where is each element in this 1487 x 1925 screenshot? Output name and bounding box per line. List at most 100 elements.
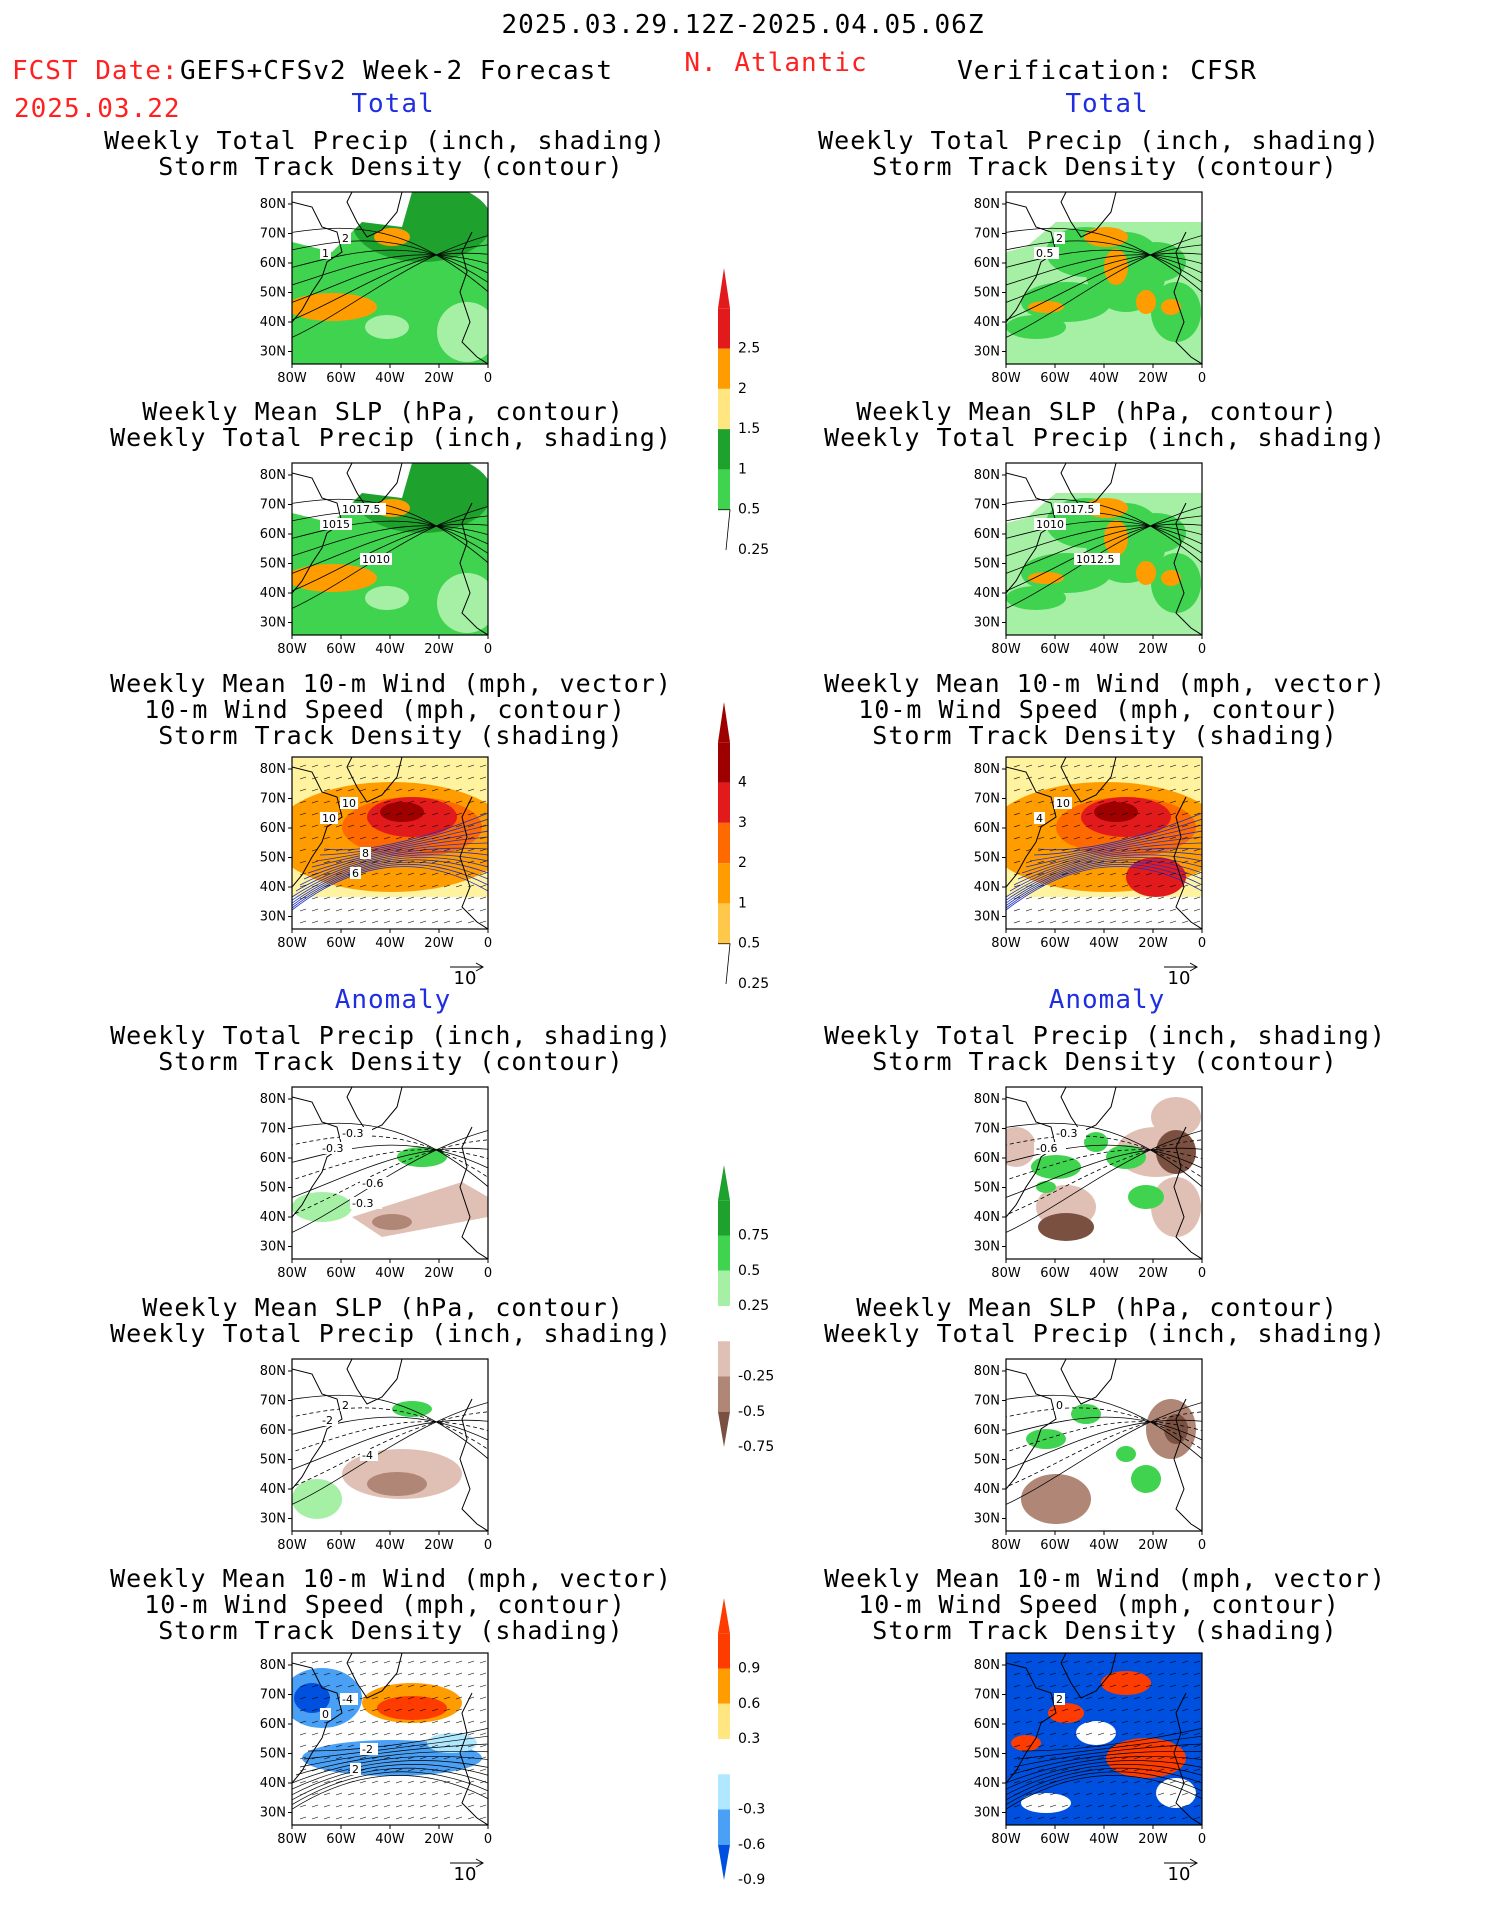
lat-tick-label: 80N (260, 197, 286, 212)
coastline (1006, 1368, 1057, 1490)
lat-tick-label: 60N (260, 821, 286, 836)
contour-line (1006, 1144, 1202, 1169)
contour-line (1006, 1411, 1202, 1488)
contour-line (1006, 249, 1202, 274)
contour-line (1006, 1402, 1202, 1505)
colorbar-swatch (718, 822, 730, 864)
storm-neutral (1076, 1721, 1116, 1745)
title-va-wind-1: Weekly Mean 10-m Wind (mph, vector) (824, 1564, 1386, 1593)
contour-line (1006, 523, 1202, 574)
lon-tick-label: 20W (1138, 371, 1168, 386)
contour-line (292, 244, 488, 321)
title-va-precip-1: Weekly Total Precip (inch, shading) (824, 1021, 1386, 1050)
map-svg: 2 -2 -4 80N 70N 60N 50N 40N 30N 80W 60W 40W 20W 0 (260, 1358, 492, 1553)
storm-3 (1126, 857, 1186, 897)
lon-tick-label: 20W (424, 642, 454, 657)
heavy-precip (292, 564, 377, 592)
colorbar-swatch (718, 1235, 730, 1271)
colorbar-swatch (718, 1703, 730, 1739)
lon-tick-label: 60W (1040, 1266, 1070, 1281)
contour-line (292, 252, 488, 303)
lat-tick-label: 60N (260, 1717, 286, 1732)
contour-label: -4 (362, 1449, 373, 1462)
lon-tick-label: 20W (424, 371, 454, 386)
map-svg: 1017.5 1010 1012.5 80N 70N 60N 50N 40N 30N 80W 60W… (974, 462, 1206, 657)
lat-tick-label: 70N (974, 1394, 1000, 1409)
lat-tick-label: 50N (974, 557, 1000, 572)
lat-tick-label: 60N (974, 821, 1000, 836)
lat-tick-label: 50N (260, 851, 286, 866)
lat-tick-label: 50N (260, 1453, 286, 1468)
lat-tick-label: 80N (974, 197, 1000, 212)
wet-anom (1131, 1465, 1161, 1493)
contour-label: 1010 (362, 553, 390, 566)
contour-line (1006, 1149, 1202, 1181)
contour-line (292, 1416, 488, 1441)
contour-line (1006, 254, 1202, 286)
map-svg: -0.3 -0.3 -0.6 -0.3 80N 70N 60N 50N 40N 30N 80W 60W… (260, 1086, 492, 1281)
map-panel-va-slp-precip: 0 80N 70N 60N 50N 40N 30N 80W 60W 40W 20W 0 (956, 1349, 1212, 1561)
heavy-precip (292, 293, 377, 321)
contour-line (292, 240, 488, 283)
colorbar-label: 0.9 (738, 1661, 760, 1677)
light-precip (437, 302, 488, 362)
light-precip (365, 315, 409, 339)
title-vf-precip-1: Weekly Total Precip (inch, shading) (818, 126, 1380, 155)
light-precip (437, 573, 488, 633)
lon-tick-label: 40W (375, 1266, 405, 1281)
europe-africa-coast (1173, 231, 1202, 364)
map-svg: 21 80N 70N 60N 50N 40N 30N 80W 60W 40W 20W 0 (260, 191, 492, 386)
contour-label: 4 (1036, 812, 1043, 825)
colorbar-swatch (718, 1200, 730, 1236)
colorbar-swatch (718, 782, 730, 823)
verification-label: Verification: CFSR (957, 56, 1257, 86)
lon-tick-label: 60W (1040, 936, 1070, 951)
light-precip (365, 586, 409, 610)
contour-line (292, 1147, 488, 1198)
colorbar-cap (718, 702, 730, 743)
colorbar-label: 3 (738, 815, 747, 831)
lon-tick-label: 80W (277, 371, 307, 386)
lat-tick-label: 50N (260, 1747, 286, 1762)
europe-africa-coast (1173, 1692, 1202, 1825)
colorbar-label: 4 (738, 775, 747, 791)
europe-africa-coast (459, 1692, 488, 1825)
contour-label: -0.3 (322, 1142, 343, 1155)
title-vf-wind-1: Weekly Mean 10-m Wind (mph, vector) (824, 669, 1386, 698)
lat-tick-label: 50N (260, 557, 286, 572)
lat-tick-label: 30N (974, 616, 1000, 631)
greenland-coast (1060, 192, 1117, 238)
lon-tick-label: 0 (1198, 1538, 1206, 1553)
section-total-verification: Total (1065, 89, 1149, 119)
lon-tick-label: 20W (1138, 936, 1168, 951)
lat-tick-label: 50N (974, 286, 1000, 301)
contour-line (292, 1122, 488, 1188)
colorbar-precip-total: 2.5 2 1.5 1 0.5 0.25 (716, 268, 796, 570)
heavy-precip (1136, 561, 1156, 585)
storm-pos (1048, 1703, 1084, 1723)
map-panel-fc-wind-storm: 10 10 8 6 80N 70N 60N 50N 40N 30N 80W 60W 40W 20W 0 (242, 747, 498, 959)
colorbar-cap (718, 1411, 730, 1447)
storm-pos (1101, 1671, 1151, 1695)
colorbar-label: 0.25 (738, 542, 769, 558)
contour-label: 10 (342, 797, 356, 810)
colorbar-label: 1 (738, 461, 747, 477)
map-panel-fa-slp-precip: 2 -2 -4 80N 70N 60N 50N 40N 30N 80W 60W 40W 20W 0 (242, 1349, 498, 1561)
colorbar-label: 0.25 (738, 976, 769, 992)
storm-pos (377, 1696, 447, 1720)
contour-label: 0 (1056, 1399, 1063, 1412)
colorbar-label: 2 (738, 381, 747, 397)
lon-tick-label: 60W (326, 642, 356, 657)
colorbar-storm-anom: 0.9 0.6 0.3 -0.3 -0.6 -0.9 (716, 1598, 796, 1900)
lat-tick-label: 70N (260, 498, 286, 513)
colorbar-storm-total: 4 3 2 1 0.5 0.25 (716, 702, 796, 1004)
lat-tick-label: 60N (974, 527, 1000, 542)
title-fc-precip-2: Storm Track Density (contour) (158, 152, 624, 181)
map-panel-fc-precip-storm: 2 1 80N 70N 60N 50N 40N 30N 80W 60W 40W 20W 0 (242, 182, 498, 394)
heavy-precip (1084, 227, 1128, 247)
europe-africa-coast (1173, 1126, 1202, 1259)
storm-neg (294, 1683, 330, 1713)
fcst-date: 2025.03.22 (14, 94, 181, 124)
title-va-wind-2: 10-m Wind Speed (mph, contour) (858, 1590, 1340, 1619)
lat-tick-label: 70N (974, 1688, 1000, 1703)
